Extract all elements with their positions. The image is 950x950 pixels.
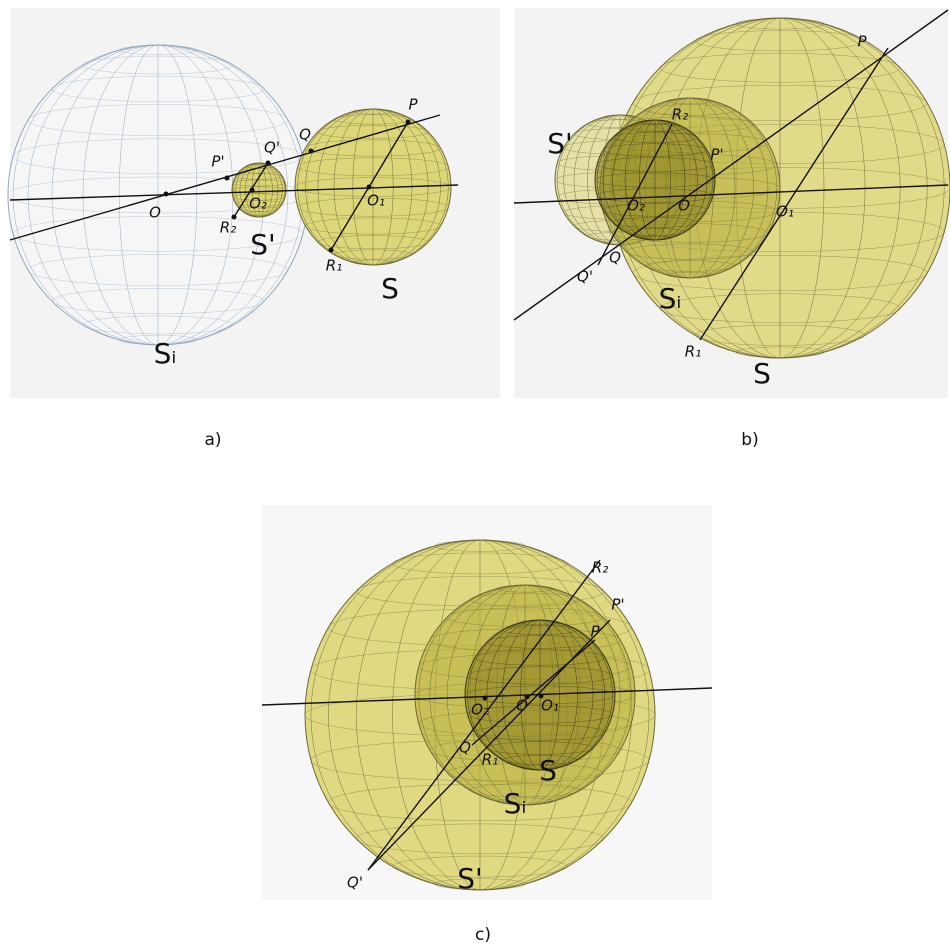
point-label: O [678, 197, 690, 215]
point-label: O₂ [249, 195, 267, 213]
point-label: R₂ [592, 559, 608, 577]
point-label: P [590, 623, 600, 641]
point [406, 120, 411, 125]
point-label: S [753, 357, 771, 390]
point-label: Q' [264, 139, 280, 157]
point-label: Q [299, 126, 311, 144]
point-label: R₁ [326, 257, 342, 275]
figure: O P' Q' O₂ R₂ Q P O₁ R₁ S' S Sᵢ a) S' R₂ P' O₂ O O₁ Q Q' Sᵢ R₁… [0, 0, 950, 950]
point [309, 149, 314, 154]
point-label: O [149, 204, 161, 222]
point-label: Sᵢ [154, 337, 177, 370]
point-label: S [381, 272, 399, 305]
point [329, 248, 334, 253]
point-label: O₁ [776, 203, 794, 221]
caption: b) [741, 430, 758, 450]
point-label: R₂ [672, 106, 688, 124]
point-label: R₁ [482, 751, 498, 769]
point-label: Q [609, 249, 621, 267]
point-label: Sᵢ [504, 787, 527, 820]
point-label: Q' [347, 874, 363, 892]
point-label: Q' [577, 268, 593, 286]
point-label: S' [547, 127, 572, 160]
point-label: S' [250, 228, 275, 261]
point-label: Q [459, 739, 471, 757]
point [250, 188, 255, 193]
point-label: O₂ [471, 701, 489, 719]
caption: a) [204, 430, 221, 450]
point-label: S' [457, 862, 482, 895]
point-label: R₂ [220, 219, 236, 237]
sphere [295, 109, 451, 265]
point-label: O₁ [367, 192, 385, 210]
point-label: P' [611, 596, 624, 614]
point [266, 161, 271, 166]
point-label: R₁ [685, 343, 701, 361]
point-label: P [857, 33, 867, 51]
point-label: O₁ [541, 697, 559, 715]
point-label: O₂ [627, 197, 645, 215]
point-label: O [516, 697, 528, 715]
point-label: P [408, 96, 418, 114]
point [225, 176, 230, 181]
point [164, 192, 169, 197]
point-label: P' [710, 146, 723, 164]
point-label: P' [211, 153, 224, 171]
point-label: S [539, 754, 557, 787]
point-label: Sᵢ [659, 282, 682, 315]
point [367, 185, 372, 190]
caption: c) [475, 925, 491, 945]
sphere [595, 120, 715, 240]
